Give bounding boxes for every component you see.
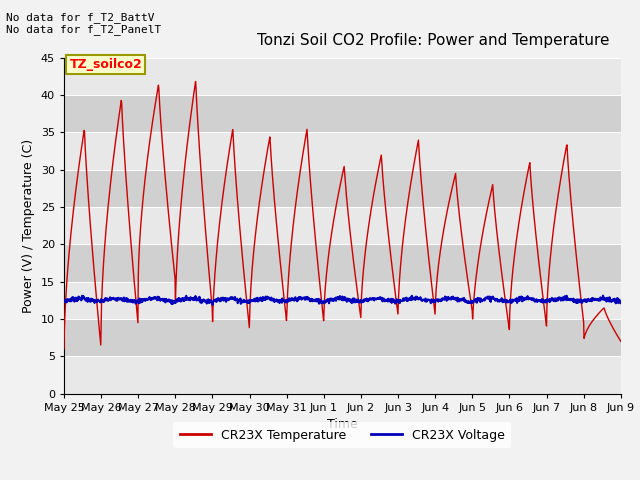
Text: No data for f_T2_PanelT: No data for f_T2_PanelT <box>6 24 162 35</box>
Text: Tonzi Soil CO2 Profile: Power and Temperature: Tonzi Soil CO2 Profile: Power and Temper… <box>257 33 610 48</box>
Legend: CR23X Temperature, CR23X Voltage: CR23X Temperature, CR23X Voltage <box>173 422 511 448</box>
Bar <box>64 244 621 282</box>
Bar <box>64 132 621 169</box>
Bar <box>64 58 621 95</box>
Bar <box>64 282 621 319</box>
Text: TZ_soilco2: TZ_soilco2 <box>70 58 142 71</box>
Bar <box>64 356 621 394</box>
X-axis label: Time: Time <box>327 418 358 431</box>
Text: No data for f_T2_BattV: No data for f_T2_BattV <box>6 12 155 23</box>
Bar <box>64 207 621 244</box>
Bar <box>64 319 621 356</box>
Bar <box>64 169 621 207</box>
Y-axis label: Power (V) / Temperature (C): Power (V) / Temperature (C) <box>22 139 35 312</box>
Bar <box>64 95 621 132</box>
